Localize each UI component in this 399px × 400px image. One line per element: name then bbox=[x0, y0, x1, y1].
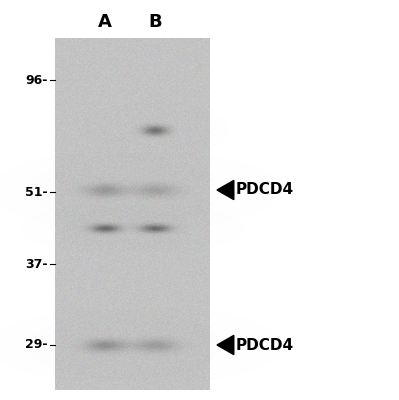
Text: 37-: 37- bbox=[26, 258, 48, 270]
Text: A: A bbox=[98, 13, 112, 31]
Text: B: B bbox=[148, 13, 162, 31]
Text: 96-: 96- bbox=[26, 74, 48, 86]
Text: PDCD4: PDCD4 bbox=[236, 182, 294, 198]
Text: PDCD4: PDCD4 bbox=[236, 338, 294, 352]
Polygon shape bbox=[217, 180, 234, 200]
Polygon shape bbox=[217, 335, 234, 355]
Text: 51-: 51- bbox=[26, 186, 48, 198]
Text: 29-: 29- bbox=[26, 338, 48, 352]
